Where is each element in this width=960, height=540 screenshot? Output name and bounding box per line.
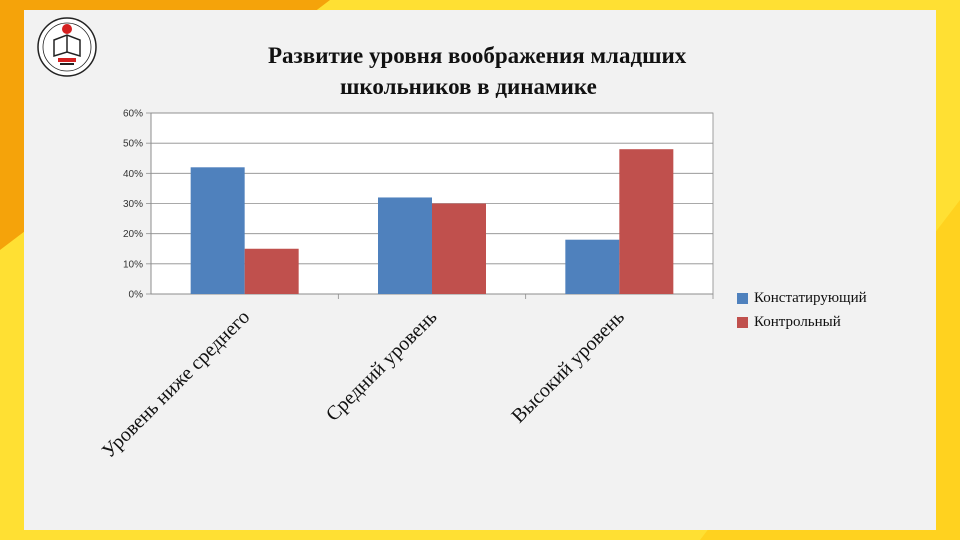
y-tick-label: 0% bbox=[129, 290, 144, 301]
legend-swatch-series-1 bbox=[737, 292, 748, 304]
legend-item-series-1: Констатирующий bbox=[737, 286, 867, 310]
legend-label-series-1: Констатирующий bbox=[754, 289, 867, 306]
y-tick-label: 10% bbox=[123, 259, 143, 270]
university-emblem-icon bbox=[37, 17, 97, 77]
legend-swatch-series-2 bbox=[737, 316, 748, 328]
y-tick-label: 60% bbox=[123, 109, 143, 120]
y-tick-label: 40% bbox=[123, 169, 143, 180]
chart-title-line1: Развитие уровня воображения младших bbox=[268, 43, 687, 68]
bar-2-1 bbox=[244, 248, 299, 294]
bar-1-2 bbox=[378, 197, 432, 294]
legend-item-series-2: Контрольный bbox=[737, 310, 867, 334]
legend-label-series-2: Контрольный bbox=[754, 313, 841, 330]
bar-1-1 bbox=[190, 167, 245, 294]
y-tick-label: 30% bbox=[123, 199, 143, 210]
y-tick-label: 50% bbox=[123, 139, 143, 150]
bar-2-3 bbox=[619, 149, 674, 294]
x-tick-label: Уровень ниже среднего bbox=[98, 306, 254, 462]
x-tick-label: Средний уровень bbox=[322, 306, 442, 426]
chart-title: Развитие уровня воображения младших школ… bbox=[230, 40, 790, 102]
chart-title-line2: школьников в динамике bbox=[340, 74, 597, 99]
bar-2-2 bbox=[432, 203, 486, 294]
y-tick-label: 20% bbox=[123, 229, 143, 240]
x-tick-label: Высокий уровень bbox=[507, 306, 628, 427]
bar-1-3 bbox=[565, 239, 620, 294]
chart-legend: Констатирующий Контрольный bbox=[737, 286, 867, 334]
